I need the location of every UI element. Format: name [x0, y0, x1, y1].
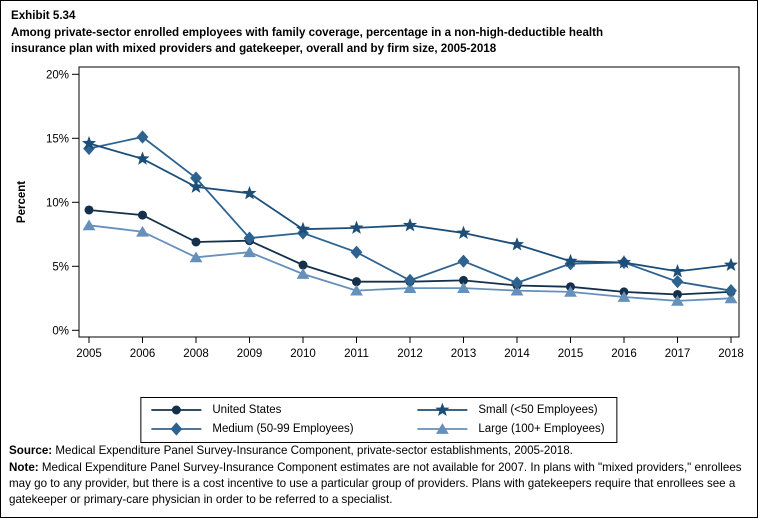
diamond-data-point: [671, 275, 684, 289]
x-tick-label: 2014: [504, 348, 530, 360]
triangle-data-point: [243, 246, 256, 258]
series-large-100-employees: [82, 219, 738, 306]
diamond-data-point: [297, 226, 309, 240]
star-data-point: [456, 225, 471, 240]
triangle-data-point: [350, 284, 363, 296]
x-tick-label: 2010: [290, 348, 316, 360]
plot-area-border: [78, 66, 740, 338]
star-data-point: [723, 257, 739, 272]
triangle-data-point: [510, 284, 524, 296]
chart-title-line-1: Among private-sector enrolled employees …: [11, 26, 604, 40]
chart-legend: United States Small (<50 Employees) Medi…: [140, 397, 618, 443]
triangle-data-point: [296, 268, 310, 279]
triangle-data-point: [435, 423, 449, 434]
title-block: Exhibit 5.34 Among private-sector enroll…: [11, 8, 723, 56]
legend-label-small-firms: Small (<50 Employees): [478, 404, 598, 416]
circle-data-point: [673, 289, 682, 299]
diamond-data-point: [511, 276, 523, 290]
legend-label-large-firms: Large (100+ Employees): [478, 423, 605, 435]
legend-label-united-states: United States: [212, 404, 282, 416]
triangle-data-point: [724, 292, 738, 304]
triangle-data-point: [189, 251, 203, 263]
x-tick-label: 2008: [183, 348, 209, 360]
series-medium-50-99-employees: [83, 130, 737, 298]
circle-data-point: [298, 260, 308, 270]
star-data-point: [563, 253, 578, 268]
diamond-data-point: [136, 130, 149, 144]
star-data-point: [295, 221, 311, 236]
x-tick-label: 2005: [76, 348, 102, 360]
legend-item-large-firms: Large (100+ Employees): [416, 421, 605, 437]
x-tick-label: 2017: [665, 348, 691, 360]
diamond-data-point: [350, 245, 363, 259]
y-tick-label: 5%: [52, 261, 69, 273]
star-data-point: [135, 151, 150, 165]
star-data-point: [188, 179, 204, 193]
star-data-point: [509, 237, 525, 251]
circle-data-point: [138, 210, 147, 220]
y-tick-label: 20%: [46, 69, 69, 81]
triangle-data-point: [617, 291, 631, 302]
star-data-point: [435, 402, 450, 416]
star-data-point: [81, 136, 97, 150]
diamond-data-point: [457, 254, 470, 268]
series-small-50-employees: [81, 136, 739, 278]
legend-item-small-firms: Small (<50 Employees): [416, 402, 604, 418]
source-label: Source:: [9, 444, 53, 457]
x-tick-label: 2015: [558, 348, 584, 360]
y-axis-title: Percent: [16, 181, 28, 223]
line-chart: 0% 5% 10% 15% 20% Percent 2005 2006 2008 2009 2010…: [16, 66, 744, 360]
circle-data-point: [352, 277, 361, 287]
legend-item-united-states: United States: [150, 402, 412, 418]
triangle-data-point: [136, 225, 149, 237]
y-tick-label: 0%: [52, 325, 69, 337]
star-data-point: [616, 255, 632, 269]
y-tick-label: 15%: [46, 133, 69, 145]
triangle-data-point: [82, 219, 96, 231]
diamond-data-point: [190, 171, 202, 185]
footer-notes: Source: Medical Expenditure Panel Survey…: [9, 443, 753, 509]
legend-line-circle-marker-icon: [151, 405, 202, 415]
star-data-point: [670, 264, 685, 278]
diamond-data-point: [404, 273, 416, 287]
y-tick-label: 10%: [46, 197, 69, 209]
x-tick-label: 2006: [130, 348, 156, 360]
star-data-point: [402, 217, 418, 232]
exhibit-number: Exhibit 5.34: [11, 9, 76, 22]
diamond-data-point: [725, 284, 737, 298]
legend-line-diamond-marker-icon: [151, 422, 202, 436]
legend-label-medium-firms: Medium (50-99 Employees): [212, 423, 354, 435]
legend-line-triangle-marker-icon: [417, 423, 468, 434]
triangle-data-point: [457, 282, 470, 293]
star-data-point: [242, 185, 257, 200]
x-tick-label: 2012: [397, 348, 423, 360]
circle-data-point: [191, 237, 201, 247]
source-line: Source: Medical Expenditure Panel Survey…: [9, 443, 753, 459]
circle-data-point: [171, 405, 181, 415]
triangle-data-point: [403, 282, 417, 293]
star-data-point: [349, 220, 364, 234]
legend-line-star-marker-icon: [417, 402, 468, 416]
triangle-data-point: [671, 294, 684, 306]
circle-data-point: [459, 275, 468, 285]
chart-title-line-2: insurance plan with mixed providers and …: [11, 41, 497, 55]
legend-item-medium-firms: Medium (50-99 Employees): [150, 421, 412, 437]
x-tick-label: 2009: [237, 348, 263, 360]
diamond-data-point: [243, 231, 256, 245]
x-tick-label: 2011: [344, 348, 369, 360]
series-line: [88, 136, 732, 292]
x-tick-label: 2018: [718, 348, 744, 360]
note-label: Note:: [9, 460, 39, 474]
triangle-data-point: [564, 286, 577, 297]
x-tick-label: 2013: [451, 348, 477, 360]
x-tick-label: 2016: [611, 348, 637, 360]
circle-data-point: [84, 205, 94, 215]
diamond-data-point: [170, 422, 183, 436]
note-line: Note: Medical Expenditure Panel Survey-I…: [9, 460, 753, 508]
source-text: Medical Expenditure Panel Survey-Insuran…: [52, 444, 573, 457]
note-text: Medical Expenditure Panel Survey-Insuran…: [9, 460, 742, 506]
